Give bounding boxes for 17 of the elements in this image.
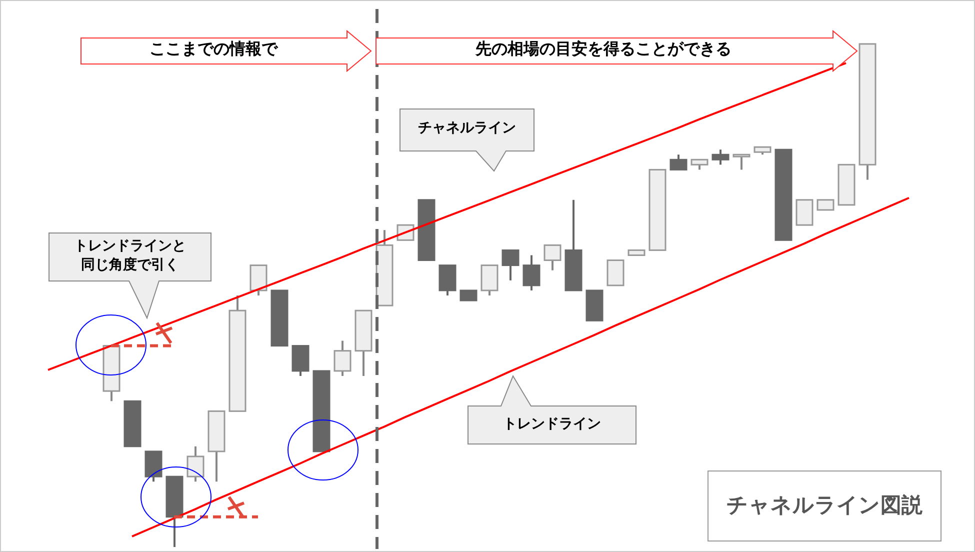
candlestick — [690, 158, 708, 171]
candlestick — [712, 148, 730, 166]
candlestick — [544, 244, 562, 272]
candlestick — [186, 445, 204, 483]
candlestick — [460, 290, 478, 302]
annotation: チャネルライン — [417, 119, 517, 138]
candlestick — [816, 199, 834, 211]
annotation: ここまでの情報で — [148, 38, 280, 60]
annotation: トレンドライン — [502, 415, 602, 434]
candlestick — [522, 254, 540, 292]
annotation: トレンドラインと同じ角度で引く — [73, 237, 187, 275]
annotation: チャネルライン図説 — [726, 492, 924, 519]
candlestick — [670, 154, 688, 171]
candlestick — [732, 154, 750, 171]
candlestick — [334, 340, 352, 377]
annotation: 先の相場の目安を得ることができる — [474, 38, 732, 60]
candlestick — [502, 249, 520, 282]
